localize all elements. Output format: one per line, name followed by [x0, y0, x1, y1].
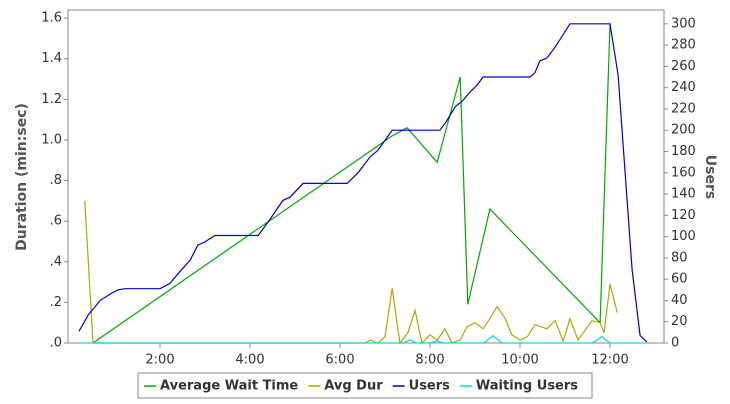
series-line: [79, 334, 647, 344]
x-tick-label: 6:00: [325, 353, 354, 368]
y2-tick-label: 0: [671, 336, 679, 351]
y-tick-label: 1.6: [41, 11, 62, 26]
series-line: [92, 24, 611, 344]
y2-tick-label: 280: [671, 38, 696, 53]
y2-tick-label: 20: [671, 314, 688, 329]
y2-tick-label: 40: [671, 293, 688, 308]
y2-tick-label: 180: [671, 144, 696, 159]
x-tick-label: 10:00: [501, 353, 538, 368]
y-tick-label: .6: [50, 214, 62, 229]
y2-tick-label: 260: [671, 59, 696, 74]
y2-tick-label: 220: [671, 101, 696, 116]
legend-label: Users: [409, 379, 451, 394]
legend-label: Avg Dur: [324, 379, 383, 394]
series-line: [78, 23, 648, 343]
y2-tick-label: 200: [671, 123, 696, 138]
y2-axis-label: Users: [702, 155, 718, 199]
y2-tick-label: 80: [671, 250, 688, 265]
series-line: [84, 200, 618, 345]
y-tick-label: 1.4: [41, 51, 62, 66]
plot-area: [67, 9, 665, 344]
y-tick-label: 1.2: [41, 92, 62, 107]
x-tick-label: 2:00: [145, 353, 174, 368]
y2-tick-label: 60: [671, 272, 688, 287]
y2-tick-label: 120: [671, 208, 696, 223]
x-tick-label: 8:00: [415, 353, 444, 368]
x-tick-label: 12:00: [591, 353, 628, 368]
legend-label: Average Wait Time: [160, 379, 298, 394]
y-axis-label: Duration (min:sec): [14, 103, 30, 251]
y-tick-label: .2: [50, 295, 62, 310]
y2-tick-label: 240: [671, 80, 696, 95]
y-tick-label: .0: [50, 336, 62, 351]
legend-label: Waiting Users: [476, 379, 578, 394]
x-tick-label: 4:00: [235, 353, 264, 368]
y2-tick-label: 100: [671, 229, 696, 244]
legend: [137, 372, 593, 399]
y-tick-label: .8: [50, 173, 62, 188]
y-tick-label: 1.0: [41, 132, 62, 147]
y2-tick-label: 160: [671, 165, 696, 180]
y2-tick-label: 300: [671, 16, 696, 31]
y-tick-label: .4: [50, 254, 62, 269]
y2-tick-label: 140: [671, 187, 696, 202]
